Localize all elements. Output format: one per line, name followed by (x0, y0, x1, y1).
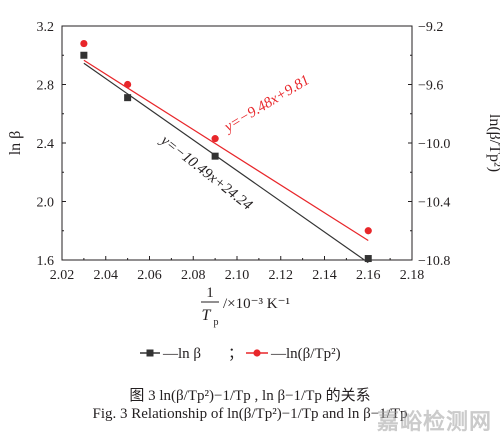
y-right-axis-label: ln(β/Tp²) (486, 114, 500, 172)
data-point-circle (80, 39, 88, 48)
x-axis-label-denominator-sub: p (214, 317, 219, 328)
fit-line (83, 62, 369, 264)
x-tick-label: 2.06 (137, 268, 162, 283)
x-axis-label-unit: /×10⁻³ K⁻¹ (223, 296, 290, 312)
legend-marker-square (146, 349, 154, 357)
y-left-axis-label: ln β (7, 131, 24, 156)
x-tick-label: 2.12 (269, 268, 294, 283)
data-point-square (364, 255, 372, 263)
x-tick-label: 2.18 (400, 268, 425, 283)
figure-caption-chinese: 图 3 ln(β/Tp²)−1/Tp , ln β−1/Tp 的关系 (129, 388, 371, 404)
legend-separator: ； (228, 346, 243, 362)
y-right-tick-label: −10.8 (418, 254, 450, 269)
watermark: 嘉峪检测网 (376, 410, 492, 435)
data-point-circle (124, 80, 132, 89)
plot-frame (61, 25, 413, 261)
x-tick-label: 2.04 (94, 268, 119, 283)
legend-label-red: —ln(β/Tp²) (270, 346, 341, 362)
x-tick-label: 2.16 (356, 268, 381, 283)
y-right-tick-label: −10.4 (418, 196, 450, 211)
data-point-square (124, 94, 132, 102)
x-tick-label: 2.14 (312, 268, 337, 283)
y-right-tick-label: −9.2 (418, 20, 443, 35)
data-point-circle (364, 227, 372, 235)
y-right-tick-label: −10.0 (418, 137, 450, 152)
data-point-square (211, 152, 219, 160)
legend-label-black: —ln β (162, 346, 201, 362)
figure-caption-english: Fig. 3 Relationship of ln(β/Tp²)−1/Tp an… (92, 406, 408, 422)
x-axis-label-denominator: T (202, 307, 212, 324)
y-left-tick-label: 2.4 (37, 137, 55, 152)
data-point-circle (211, 135, 219, 143)
y-left-tick-label: 3.2 (37, 20, 55, 35)
data-points (80, 39, 372, 263)
fit-lines (83, 59, 369, 264)
chart-legend: —ln β ； —ln(β/Tp²) (140, 346, 341, 362)
y-left-tick-label: 2.8 (37, 79, 55, 94)
x-tick-label: 2.10 (225, 268, 250, 283)
y-left-tick-label: 1.6 (37, 254, 55, 269)
x-axis-label-numerator: 1 (206, 285, 214, 301)
y-right-tick-label: −9.6 (418, 79, 443, 94)
y-left-tick-label: 2.0 (37, 196, 55, 211)
legend-marker-circle (253, 349, 261, 357)
x-tick-label: 2.02 (50, 268, 75, 283)
x-tick-label: 2.08 (181, 268, 206, 283)
data-point-square (80, 51, 88, 59)
fit-line (83, 59, 369, 242)
chart-axes (61, 25, 413, 261)
fit-equation-red: y=−9.48x+9.81 (220, 72, 312, 136)
chart-ticks: 2.02 2.04 2.06 2.08 2.10 2.12 2.14 2.16 2.18 1.6 2… (37, 20, 451, 283)
